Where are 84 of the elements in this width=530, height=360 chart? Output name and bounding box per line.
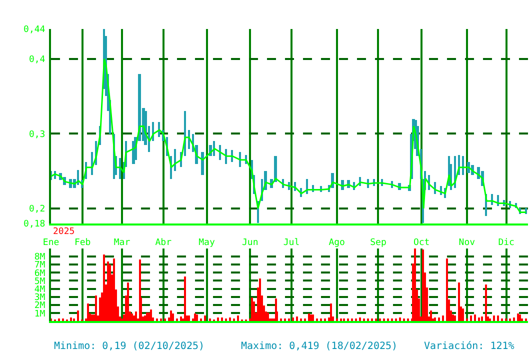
bar bbox=[462, 308, 464, 322]
bar bbox=[308, 313, 310, 322]
y-tick-label: 2M bbox=[34, 301, 46, 312]
y-tick-label: 6M bbox=[34, 268, 46, 279]
bar bbox=[452, 314, 454, 322]
text: Variación: 121% bbox=[424, 341, 514, 352]
line-series bbox=[51, 58, 527, 213]
x-tick-label: Ene bbox=[42, 238, 60, 248]
x-tick-label: Feb bbox=[74, 238, 91, 248]
bar bbox=[148, 312, 150, 322]
y-tick-label: 5M bbox=[34, 276, 46, 287]
bar bbox=[438, 317, 440, 322]
text: Maximo: 0,419 (18/02/2025) bbox=[241, 341, 398, 352]
bar bbox=[77, 310, 80, 322]
bar bbox=[312, 314, 314, 322]
x-tick-label: Ago bbox=[328, 238, 345, 248]
bar bbox=[454, 315, 456, 322]
bar bbox=[239, 152, 242, 167]
y-tick-label: 0,2 bbox=[28, 204, 46, 215]
bar bbox=[95, 295, 98, 322]
bar bbox=[292, 317, 294, 322]
bar bbox=[194, 313, 196, 322]
bar bbox=[170, 310, 172, 322]
bar bbox=[259, 278, 262, 322]
bar bbox=[196, 314, 198, 322]
bar bbox=[201, 152, 204, 175]
bar bbox=[237, 315, 240, 322]
bar bbox=[204, 315, 206, 322]
x-tick-label: Jun bbox=[242, 238, 258, 248]
bar bbox=[513, 317, 516, 322]
bar bbox=[485, 284, 488, 322]
bar bbox=[414, 248, 416, 322]
bar bbox=[188, 315, 190, 322]
bar bbox=[217, 317, 220, 322]
bar bbox=[184, 276, 186, 322]
bar bbox=[310, 314, 312, 322]
bar bbox=[144, 315, 146, 322]
bar bbox=[359, 317, 362, 322]
bar bbox=[119, 158, 122, 179]
bar bbox=[150, 309, 152, 322]
bar bbox=[229, 317, 232, 322]
bar bbox=[481, 316, 484, 322]
bar bbox=[478, 317, 480, 322]
bar bbox=[174, 148, 176, 171]
bar bbox=[107, 261, 110, 322]
bar bbox=[253, 301, 256, 322]
x-tick-label: Jul bbox=[283, 238, 300, 248]
y-tick-label: 0,4 bbox=[28, 55, 46, 66]
bar bbox=[146, 312, 148, 322]
bar bbox=[251, 297, 254, 322]
text: Minimo: 0,19 (02/10/2025) bbox=[54, 341, 205, 352]
bar bbox=[113, 258, 116, 322]
bar bbox=[470, 315, 472, 322]
bar bbox=[497, 315, 500, 322]
x-tick-label: Sep bbox=[370, 238, 386, 248]
bar bbox=[458, 282, 460, 322]
y-tick-label: 0,44 bbox=[24, 25, 46, 36]
bar bbox=[135, 311, 138, 322]
x-tick-label: May bbox=[198, 238, 216, 248]
bar bbox=[131, 313, 134, 322]
bar bbox=[399, 317, 402, 322]
bar bbox=[103, 254, 106, 322]
y-tick-label: 0,18 bbox=[24, 220, 46, 230]
bar bbox=[87, 303, 90, 322]
x-tick-label: Abr bbox=[155, 238, 172, 248]
bar bbox=[446, 258, 448, 322]
bar bbox=[172, 313, 174, 322]
x-tick-label: Dic bbox=[498, 238, 514, 248]
bar bbox=[296, 316, 298, 322]
bar bbox=[519, 314, 522, 322]
bar bbox=[517, 313, 520, 322]
bar bbox=[493, 315, 496, 322]
x-tick-label: Oct bbox=[413, 238, 430, 248]
bar bbox=[133, 315, 136, 322]
x-tick-label: Nov bbox=[458, 238, 476, 248]
bar bbox=[221, 317, 224, 322]
bar bbox=[462, 156, 464, 175]
bar bbox=[330, 303, 332, 322]
bar bbox=[430, 310, 432, 322]
x-tick-label: Mar bbox=[114, 238, 131, 248]
y-tick-label: 1M bbox=[34, 309, 46, 320]
bar bbox=[442, 315, 444, 322]
y-tick-label: 0,3 bbox=[28, 130, 46, 140]
text: 2025 bbox=[53, 227, 75, 237]
